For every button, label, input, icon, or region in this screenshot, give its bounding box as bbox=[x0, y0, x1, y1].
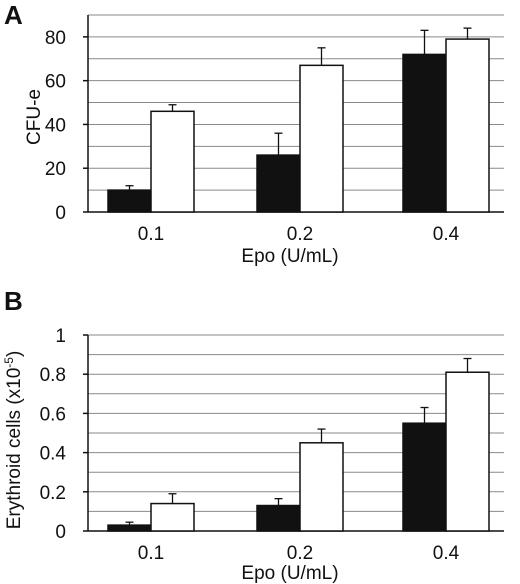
panel-b-y-tick-label: 0.8 bbox=[40, 365, 66, 386]
panel-a-x-tick-label: 0.2 bbox=[287, 224, 313, 245]
panel-b-y-tick-label: 0 bbox=[55, 522, 66, 543]
panel-a-x-tick-label: 0.4 bbox=[433, 224, 460, 245]
panel-a-bar bbox=[107, 189, 152, 213]
panel-a-label: A bbox=[4, 0, 23, 30]
panel-a-y-tick-label: 20 bbox=[45, 159, 66, 180]
panel-b-bar bbox=[445, 371, 490, 532]
panel-a-y-axis-label: CFU-e bbox=[24, 89, 45, 145]
panel-b-y-axis-label-close: ) bbox=[4, 351, 25, 357]
panel-b-label: B bbox=[4, 286, 23, 316]
panel-a-x-axis-label: Epo (U/mL) bbox=[241, 246, 338, 267]
panel-b-y-axis-label-sup: -5 bbox=[2, 357, 16, 368]
panel-b-x-tick-label: 0.1 bbox=[138, 543, 164, 564]
panel-b-plot: 0 0.2 0.4 0.6 0.8 1 0.1 0.2 0.4 bbox=[40, 326, 504, 564]
panel-a-bar bbox=[256, 154, 301, 213]
panel-b-x-tick-label: 0.4 bbox=[433, 543, 460, 564]
panel-a-bar bbox=[445, 38, 490, 213]
panel-a-y-tick-label: 40 bbox=[45, 115, 66, 136]
panel-a-y-tick-label: 60 bbox=[45, 72, 66, 93]
panel-a-bar bbox=[299, 64, 344, 213]
panel-b-x-tick-label: 0.2 bbox=[287, 543, 313, 564]
panel-a-bar bbox=[402, 53, 447, 213]
panel-b-bar bbox=[299, 442, 344, 532]
panel-b: B Erythroid cells (x10-5) Epo (U/mL) 0 0.… bbox=[2, 286, 504, 584]
panel-b-bar bbox=[150, 502, 195, 532]
panel-a-bar bbox=[150, 110, 195, 213]
panel-b-bar bbox=[256, 504, 301, 532]
panel-a-x-tick-label: 0.1 bbox=[138, 224, 164, 245]
panel-a-y-tick-label: 80 bbox=[45, 28, 66, 49]
panel-b-y-tick-label: 1 bbox=[55, 326, 66, 347]
panel-b-bar bbox=[107, 524, 152, 532]
panel-b-x-axis-label: Epo (U/mL) bbox=[241, 563, 338, 584]
panel-b-y-tick-label: 0.6 bbox=[40, 404, 66, 425]
panel-b-y-axis-label: Erythroid cells (x10-5) bbox=[2, 351, 25, 530]
panel-b-bar bbox=[402, 422, 447, 532]
panel-a: A CFU-e Epo (U/mL) 0 20 40 60 80 0.1 0.2 0.4 bbox=[4, 0, 504, 267]
panel-a-plot: 0 20 40 60 80 0.1 0.2 0.4 bbox=[45, 14, 504, 245]
panel-b-y-tick-label: 0.2 bbox=[40, 483, 66, 504]
panel-a-y-tick-label: 0 bbox=[55, 203, 66, 224]
panel-b-y-axis-label-main: Erythroid cells (x10 bbox=[4, 368, 25, 530]
panel-b-y-tick-label: 0.4 bbox=[40, 444, 67, 465]
